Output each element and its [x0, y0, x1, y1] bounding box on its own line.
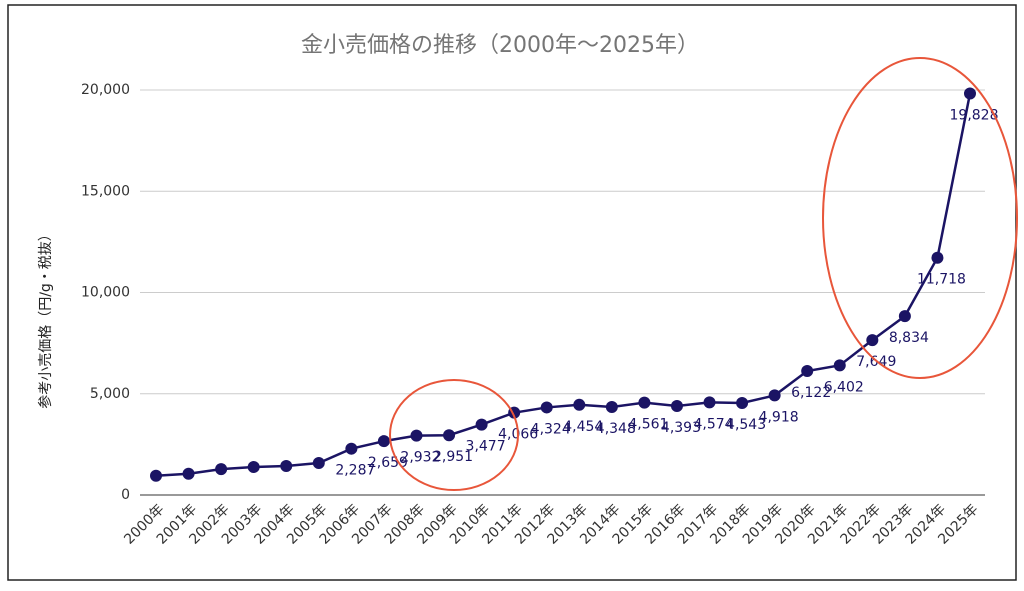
data-point [377, 435, 390, 448]
highlight-ellipse [822, 57, 1018, 379]
data-label: 4,324 [531, 421, 571, 437]
data-label: 8,834 [889, 330, 929, 346]
data-label: 4,561 [628, 417, 668, 433]
chart-title: 金小売価格の推移（2000年〜2025年） [301, 33, 699, 58]
data-point [801, 365, 814, 378]
data-label: 6,402 [824, 379, 864, 395]
data-label: 4,348 [596, 421, 636, 437]
y-tick-label: 10,000 [81, 285, 130, 301]
data-label: 4,454 [563, 419, 603, 435]
data-label: 2,932 [400, 450, 440, 466]
data-label: 4,543 [726, 417, 766, 433]
data-label: 4,918 [759, 409, 799, 425]
data-point [280, 460, 293, 473]
y-tick-label: 5,000 [90, 386, 130, 402]
y-tick-label: 15,000 [81, 183, 130, 199]
data-point [833, 359, 846, 372]
data-label: 11,718 [917, 272, 966, 288]
data-label: 2,659 [368, 455, 408, 471]
y-tick-label: 20,000 [81, 82, 130, 98]
data-point [670, 400, 683, 413]
data-point [931, 251, 944, 264]
data-point [736, 397, 749, 410]
data-point [898, 310, 911, 323]
data-label: 6,122 [791, 385, 831, 401]
data-point [247, 461, 260, 474]
data-point [768, 389, 781, 402]
data-point [540, 401, 553, 414]
y-tick-label: 0 [121, 487, 130, 503]
data-label: 4,574 [693, 416, 733, 432]
data-point [410, 429, 423, 442]
data-label: 2,951 [433, 449, 473, 465]
data-label: 4,393 [661, 420, 701, 436]
data-point [703, 396, 716, 409]
data-point [638, 396, 651, 409]
y-axis-label: 参考小売価格（円/g・税抜） [37, 227, 54, 409]
data-point [605, 400, 618, 413]
data-point [866, 334, 879, 347]
data-point [573, 398, 586, 411]
data-point [150, 469, 162, 482]
data-label: 3,477 [466, 439, 506, 455]
data-label: 19,828 [950, 107, 999, 123]
data-point [215, 463, 228, 476]
highlight-ellipse [389, 379, 519, 491]
data-point [475, 418, 488, 431]
data-point [443, 429, 456, 442]
data-point [312, 457, 325, 470]
data-point [182, 467, 195, 480]
data-point [964, 87, 976, 100]
data-label: 2,287 [335, 463, 375, 479]
data-point [345, 442, 358, 455]
